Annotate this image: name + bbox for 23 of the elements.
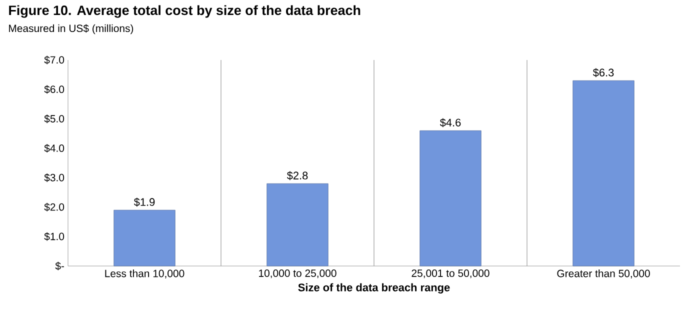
x-tick-label: Greater than 50,000 — [557, 270, 650, 278]
y-tick-label: $6.0 — [44, 85, 64, 94]
y-tick-label: $7.0 — [44, 56, 64, 64]
data-label: $1.9 — [134, 198, 155, 207]
data-label: $6.3 — [592, 68, 614, 78]
x-tick-label: Less than 10,000 — [105, 270, 184, 278]
y-tick-label: $4.0 — [44, 144, 64, 153]
x-tick-label: 10,000 to 25,000 — [259, 270, 336, 278]
bar — [420, 130, 482, 266]
y-tick-label: $2.0 — [44, 202, 64, 212]
chart-subtitle: Measured in US$ (millions) — [9, 24, 134, 34]
bar — [114, 210, 176, 266]
bar — [572, 80, 634, 266]
chart-title: Figure 10. Average total cost by size of the data breach — [9, 5, 360, 18]
y-tick-label: $3.0 — [44, 173, 64, 182]
y-tick-label: $1.0 — [44, 232, 64, 241]
x-tick-label: 25,001 to 50,000 — [412, 270, 490, 278]
y-tick-label: $- — [55, 262, 64, 270]
bar — [266, 183, 328, 266]
data-label: $2.8 — [286, 171, 308, 180]
data-label: $4.6 — [440, 118, 461, 128]
x-axis-title: Size of the data breach range — [298, 283, 450, 294]
y-tick-label: $5.0 — [44, 114, 64, 124]
